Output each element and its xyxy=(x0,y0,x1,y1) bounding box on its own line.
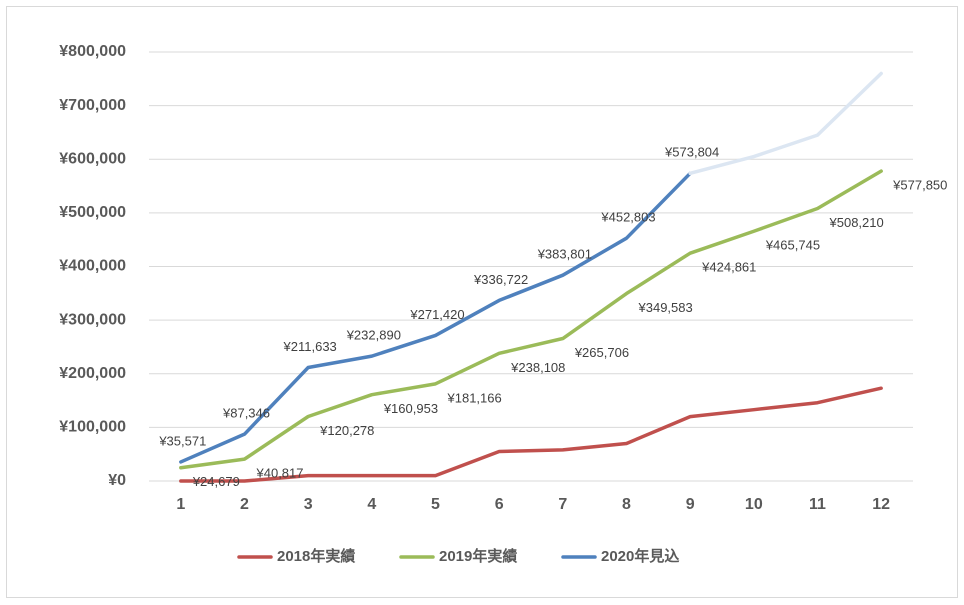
legend-label: 2019年実績 xyxy=(439,547,517,565)
x-tick-label: 1 xyxy=(176,496,185,513)
data-label: ¥336,722 xyxy=(473,272,528,287)
data-label: ¥465,745 xyxy=(765,238,820,253)
x-tick-label: 11 xyxy=(809,496,826,513)
data-label: ¥211,633 xyxy=(283,339,337,354)
data-label: ¥424,861 xyxy=(701,260,756,275)
y-tick-label: ¥200,000 xyxy=(59,365,126,382)
series-line xyxy=(179,169,883,470)
data-label: ¥24,679 xyxy=(192,474,240,489)
y-tick-label: ¥700,000 xyxy=(59,97,126,114)
data-label: ¥383,801 xyxy=(537,247,592,262)
series-line xyxy=(179,171,692,464)
x-tick-label: 3 xyxy=(304,496,313,513)
data-label: ¥271,420 xyxy=(409,307,464,322)
data-label: ¥349,583 xyxy=(638,300,693,315)
x-tick-label: 9 xyxy=(686,496,695,513)
data-label: ¥577,850 xyxy=(892,178,947,193)
x-tick-label: 4 xyxy=(367,496,376,513)
series-line xyxy=(179,386,883,483)
x-tick-label: 6 xyxy=(495,496,504,513)
x-tick-label: 12 xyxy=(872,496,890,513)
data-label: ¥40,817 xyxy=(256,466,304,481)
data-label: ¥452,803 xyxy=(600,210,655,225)
data-label: ¥508,210 xyxy=(829,215,884,230)
data-label: ¥238,108 xyxy=(510,360,565,375)
series-line xyxy=(688,71,883,176)
data-label: ¥232,890 xyxy=(346,328,401,343)
data-label: ¥573,804 xyxy=(664,145,719,160)
y-tick-label: ¥0 xyxy=(108,472,126,489)
data-label: ¥160,953 xyxy=(383,401,438,416)
x-tick-label: 5 xyxy=(431,496,440,513)
y-tick-label: ¥500,000 xyxy=(59,204,126,221)
legend-label: 2020年見込 xyxy=(601,547,679,565)
data-label: ¥181,166 xyxy=(447,390,502,405)
data-label: ¥35,571 xyxy=(158,433,206,448)
y-tick-label: ¥100,000 xyxy=(59,419,126,436)
data-label: ¥120,278 xyxy=(319,423,374,438)
legend-label: 2018年実績 xyxy=(277,547,355,565)
y-tick-label: ¥600,000 xyxy=(59,150,126,167)
x-tick-label: 10 xyxy=(745,496,763,513)
data-label: ¥87,346 xyxy=(222,406,270,421)
chart-border xyxy=(6,6,958,598)
y-tick-label: ¥400,000 xyxy=(59,258,126,275)
x-tick-label: 2 xyxy=(240,496,249,513)
data-label: ¥265,706 xyxy=(574,345,629,360)
x-tick-label: 8 xyxy=(622,496,631,513)
x-tick-label: 7 xyxy=(558,496,567,513)
y-tick-label: ¥800,000 xyxy=(59,43,126,60)
y-tick-label: ¥300,000 xyxy=(59,311,126,328)
